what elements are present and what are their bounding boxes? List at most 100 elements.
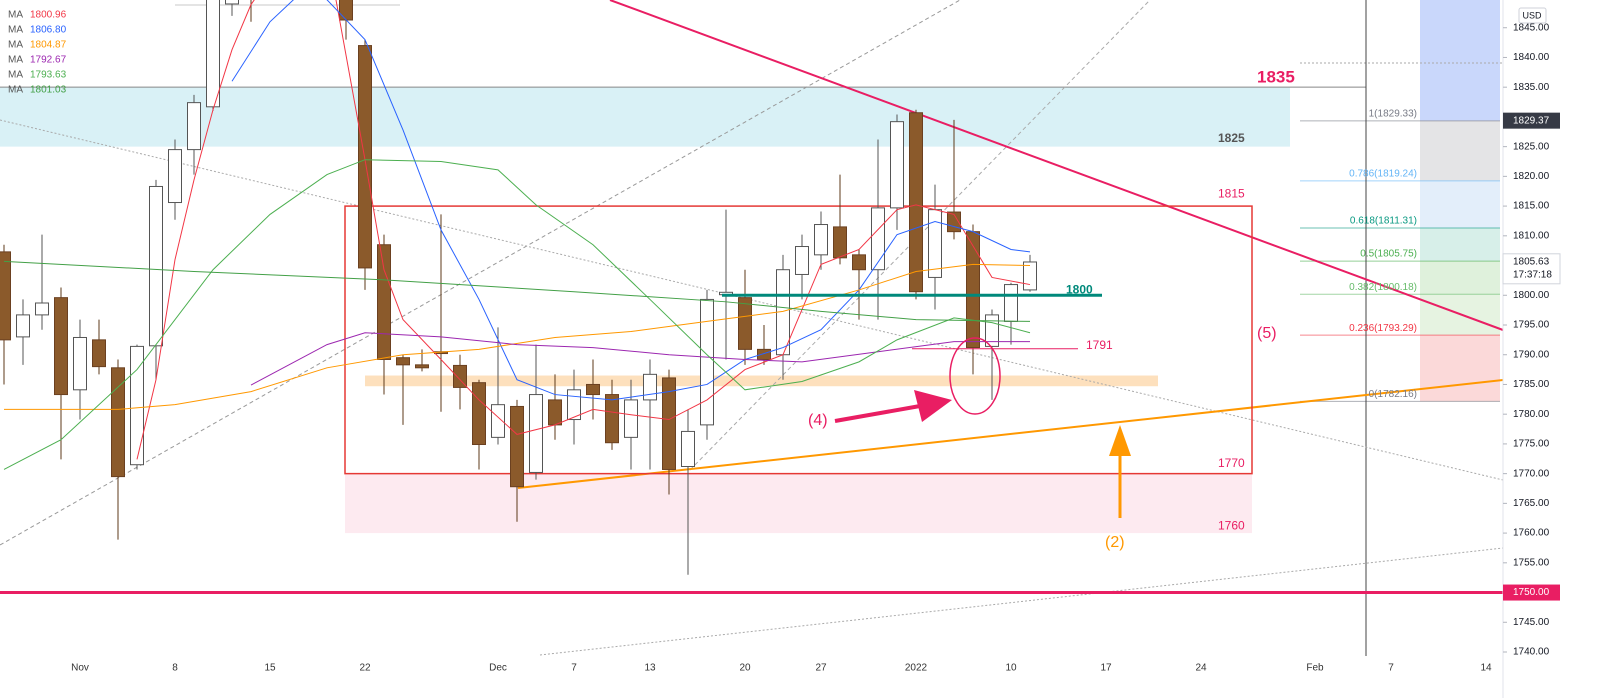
x-tick-label: 22 xyxy=(359,663,371,674)
legend-name: MA xyxy=(8,10,23,21)
y-tick-label: 1775.00 xyxy=(1513,439,1550,450)
candle-body xyxy=(510,405,524,488)
y-tick-label: 1760.00 xyxy=(1513,528,1550,539)
trend-line xyxy=(0,0,961,546)
box-label: (5) xyxy=(1257,325,1277,342)
price-box-label: 1750.00 xyxy=(1513,587,1550,598)
annotations: (4) (2) 1(1829.33) 0.786(1819.24) 0.618(18… xyxy=(0,10,1503,674)
y-tick-label: 1770.00 xyxy=(1513,468,1550,479)
ma-line xyxy=(3,159,1031,470)
y-tick-label: 1800.00 xyxy=(1513,290,1550,301)
candle-body xyxy=(643,373,657,401)
candle-body xyxy=(985,314,999,347)
candle-body xyxy=(529,394,543,473)
candle-body xyxy=(700,298,714,426)
legend-name: MA xyxy=(8,40,23,51)
trend-line xyxy=(689,0,1151,471)
candle-body xyxy=(396,357,410,366)
price-box-label: 1829.37 xyxy=(1513,115,1550,126)
annotation: (2) xyxy=(1105,534,1125,551)
support-zone xyxy=(345,473,1252,534)
legend-value: 1793.63 xyxy=(30,70,67,81)
fib-band xyxy=(1420,0,1500,121)
y-tick-label: 1740.00 xyxy=(1513,647,1550,658)
candle-body xyxy=(814,224,828,256)
currency: USD xyxy=(1522,10,1542,20)
price-box xyxy=(1503,584,1560,601)
candle-body xyxy=(453,364,467,388)
y-tick-label: 1755.00 xyxy=(1513,557,1550,568)
fib-label: 0.236(1793.29) xyxy=(1349,323,1417,334)
trend-line xyxy=(539,547,1503,656)
fib-label: 0.618(1811.31) xyxy=(1350,216,1417,227)
legend-value: 1792.67 xyxy=(30,55,67,66)
x-tick-label: 7 xyxy=(1388,663,1394,674)
candle-body xyxy=(624,399,638,438)
candle-body xyxy=(928,209,942,278)
ma-line xyxy=(136,0,1031,460)
x-tick-label: 10 xyxy=(1005,663,1017,674)
zone-label: 1825 xyxy=(1218,131,1245,145)
y-tick-label: 1815.00 xyxy=(1513,201,1550,212)
candle-body xyxy=(168,149,182,204)
candle-body xyxy=(681,430,695,468)
level-label: 1800 xyxy=(1066,282,1093,296)
candle-body xyxy=(377,244,391,360)
candle-body xyxy=(1023,261,1037,291)
y-tick-label: 1790.00 xyxy=(1513,349,1550,360)
legend-value: 1800.96 xyxy=(30,10,67,21)
candle-body xyxy=(415,364,429,369)
annotation: (4) xyxy=(808,412,828,429)
candle-body xyxy=(890,121,904,209)
x-tick-label: 8 xyxy=(172,663,178,674)
y-tick-label: 1820.00 xyxy=(1513,171,1550,182)
ma-line xyxy=(3,260,1031,322)
box-label: 1770 xyxy=(1218,456,1245,470)
candle-body xyxy=(567,389,581,421)
candle-body xyxy=(187,102,201,151)
fib-label: 0.786(1819.24) xyxy=(1349,169,1417,180)
currency-box xyxy=(1518,7,1547,24)
pivot-zone xyxy=(365,375,1158,387)
candle-body xyxy=(966,231,980,349)
candle-body xyxy=(111,367,125,478)
price-box xyxy=(1502,253,1561,285)
fib-band xyxy=(1420,120,1500,181)
arrow-head xyxy=(1109,425,1131,456)
fib-label: 1(1829.33) xyxy=(1369,109,1417,120)
x-tick-label: Dec xyxy=(489,663,507,674)
y-tick-label: 1825.00 xyxy=(1513,141,1550,152)
y-tick-label: 1780.00 xyxy=(1513,409,1550,420)
candle-body xyxy=(35,302,49,316)
x-tick-label: 27 xyxy=(815,663,827,674)
candle-body xyxy=(662,377,676,470)
x-tick-label: 14 xyxy=(1480,663,1492,674)
x-tick-label: 13 xyxy=(644,663,656,674)
y-tick-label: 1845.00 xyxy=(1513,22,1550,33)
ma-line xyxy=(4,263,1031,410)
y-tick-label: 1745.00 xyxy=(1513,617,1550,628)
candle-body xyxy=(833,226,847,259)
legend-name: MA xyxy=(8,55,23,66)
trend-line xyxy=(609,0,1503,331)
fib-band xyxy=(1420,228,1500,262)
candle-body xyxy=(586,383,600,396)
fib-band xyxy=(1420,261,1500,295)
fib-band xyxy=(1420,180,1500,229)
zone-label: 1835 xyxy=(1257,68,1295,87)
candle-body xyxy=(92,339,106,368)
candle-body xyxy=(852,254,866,271)
fib-label: 0.5(1805.75) xyxy=(1360,249,1417,260)
legend-name: MA xyxy=(8,25,23,36)
x-tick-label: 2022 xyxy=(905,663,928,674)
fib-label: 0(1782.16) xyxy=(1369,389,1417,400)
y-tick-label: 1765.00 xyxy=(1513,498,1550,509)
candle-body xyxy=(16,314,30,338)
x-tick-label: Feb xyxy=(1306,663,1324,674)
x-tick-label: 15 xyxy=(264,663,276,674)
candle-body xyxy=(206,0,220,108)
candle-body xyxy=(1004,284,1018,322)
candle-body xyxy=(339,0,353,21)
